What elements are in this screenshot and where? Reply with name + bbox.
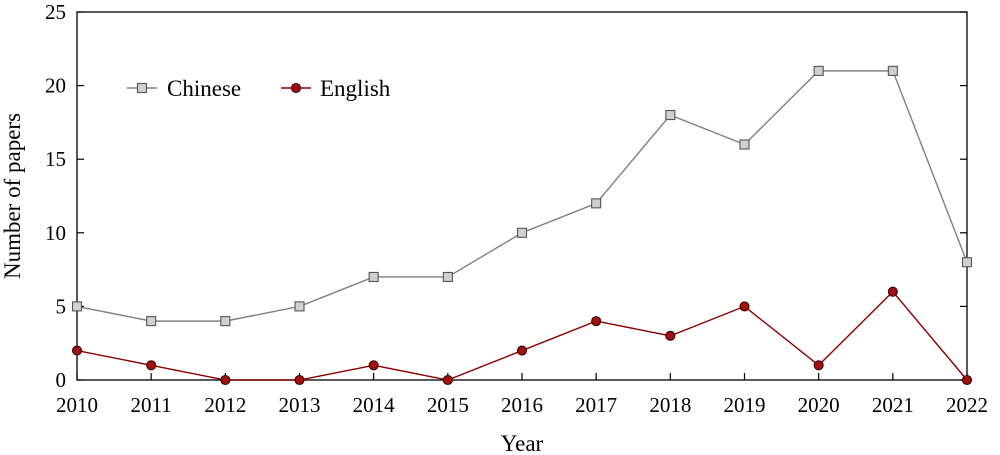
x-tick-label-2017: 2017 (575, 393, 617, 417)
point-chinese-2015 (442, 271, 453, 283)
x-tick-label-2011: 2011 (131, 393, 172, 417)
y-tick-label-20: 20 (45, 74, 66, 98)
x-tick-label-2010: 2010 (56, 393, 98, 417)
point-chinese-2017 (591, 198, 602, 209)
point-chinese-2010 (71, 301, 83, 312)
axis-ticks (76, 11, 968, 381)
y-axis-title: Number of papers (0, 113, 25, 279)
point-chinese-2012 (220, 316, 231, 327)
series-line-english (76, 290, 968, 381)
x-tick-label-2014: 2014 (353, 393, 396, 417)
point-english-2012 (220, 374, 231, 386)
legend-label-english: English (320, 76, 391, 101)
point-english-2015 (442, 374, 453, 386)
y-tick-label-10: 10 (45, 221, 66, 245)
point-english-2022 (961, 374, 973, 386)
x-tick-label-2015: 2015 (427, 393, 469, 417)
series-group (71, 65, 973, 386)
point-chinese-2011 (146, 316, 157, 327)
point-chinese-2020 (813, 65, 824, 76)
x-tick-label-2013: 2013 (279, 393, 321, 417)
x-tick-label-2016: 2016 (501, 393, 543, 417)
point-english-2019 (739, 301, 750, 312)
plot-frame (76, 11, 968, 381)
point-chinese-2019 (739, 139, 750, 150)
point-chinese-2021 (887, 65, 898, 76)
x-tick-label-2022: 2022 (946, 393, 988, 417)
x-axis-title: Year (501, 431, 544, 455)
point-english-2011 (146, 360, 157, 371)
y-tick-label-5: 5 (56, 294, 67, 318)
point-english-2013 (294, 374, 305, 386)
point-chinese-2016 (516, 227, 528, 238)
point-chinese-2022 (961, 257, 973, 268)
point-english-2020 (813, 360, 824, 371)
y-tick-label-0: 0 (56, 368, 67, 392)
point-chinese-2014 (368, 271, 379, 283)
legend: Chinese English (127, 76, 391, 101)
tick-labels: 2010 2011 2012 2013 2014 2015 2016 2017 2018 2019… (45, 0, 988, 417)
point-english-2018 (665, 330, 676, 341)
point-english-2021 (887, 286, 898, 297)
point-english-2014 (368, 360, 379, 371)
y-tick-label-15: 15 (45, 147, 66, 171)
legend-marker-english (290, 82, 302, 94)
series-line-chinese (76, 70, 968, 322)
x-tick-label-2018: 2018 (649, 393, 691, 417)
x-tick-label-2021: 2021 (872, 393, 914, 417)
x-tick-label-2020: 2020 (798, 393, 840, 417)
point-english-2010 (71, 345, 83, 356)
point-chinese-2018 (665, 109, 676, 121)
x-tick-label-2019: 2019 (724, 393, 766, 417)
point-english-2017 (591, 316, 602, 327)
point-chinese-2013 (294, 301, 305, 312)
x-tick-label-2012: 2012 (204, 393, 246, 417)
point-english-2016 (516, 345, 528, 356)
legend-marker-chinese (136, 82, 148, 94)
legend-label-chinese: Chinese (167, 76, 241, 101)
y-tick-label-25: 25 (45, 0, 66, 24)
